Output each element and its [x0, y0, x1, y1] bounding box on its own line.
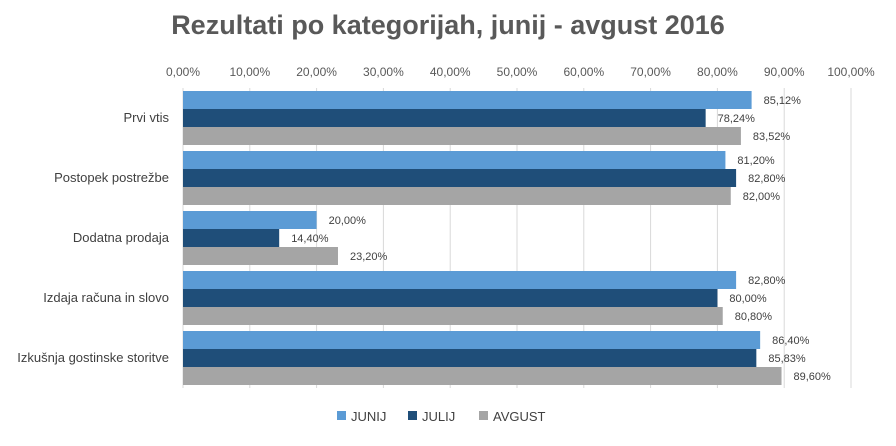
- x-tick-label: 40,00%: [430, 65, 471, 79]
- category-label: Izkušnja gostinske storitve: [17, 350, 169, 365]
- bar-julij: [183, 169, 737, 187]
- data-label: 20,00%: [329, 215, 367, 227]
- bar-julij: [183, 229, 280, 247]
- category-label: Postopek postrežbe: [54, 170, 169, 185]
- x-tick-label: 20,00%: [296, 65, 337, 79]
- data-label: 89,60%: [794, 371, 832, 383]
- bar-julij: [183, 289, 718, 307]
- x-axis-ticks: 0,00% 10,00% 20,00% 30,00% 40,00% 50,00% 60,00…: [166, 65, 875, 79]
- data-label: 78,24%: [718, 113, 756, 125]
- bar-junij: [183, 271, 737, 289]
- bar-avgust: [183, 367, 782, 385]
- chart-title: Rezultati po kategorijah, junij - avgust…: [171, 10, 725, 40]
- x-tick-label: 70,00%: [630, 65, 671, 79]
- data-label: 86,40%: [772, 335, 810, 347]
- bar-junij: [183, 151, 726, 169]
- legend: JUNIJ JULIJ AVGUST: [337, 409, 546, 424]
- legend-swatch: [408, 411, 417, 420]
- bar-julij: [183, 109, 706, 127]
- bars: 85,12% 78,24% 83,52% 81,20% 82,80% 82,00% 20,0…: [183, 91, 831, 385]
- bar-avgust: [183, 127, 741, 145]
- bar-avgust: [183, 307, 723, 325]
- data-label: 80,80%: [735, 311, 773, 323]
- x-tick-label: 30,00%: [363, 65, 404, 79]
- legend-item-julij: JULIJ: [422, 409, 455, 424]
- category-label: Prvi vtis: [124, 110, 170, 125]
- x-tick-label: 50,00%: [497, 65, 538, 79]
- category-label: Dodatna prodaja: [73, 230, 170, 245]
- x-tick-label: 80,00%: [697, 65, 738, 79]
- x-tick-label: 100,00%: [827, 65, 875, 79]
- bar-julij: [183, 349, 757, 367]
- data-label: 80,00%: [729, 293, 767, 305]
- legend-item-avgust: AVGUST: [493, 409, 546, 424]
- data-label: 81,20%: [737, 155, 775, 167]
- bar-junij: [183, 91, 752, 109]
- data-label: 82,00%: [743, 191, 781, 203]
- category-labels: Prvi vtis Postopek postrežbe Dodatna proda…: [17, 110, 169, 365]
- legend-item-junij: JUNIJ: [351, 409, 386, 424]
- x-tick-label: 90,00%: [764, 65, 805, 79]
- data-label: 82,80%: [748, 275, 786, 287]
- x-tick-label: 60,00%: [563, 65, 604, 79]
- x-tick-label: 0,00%: [166, 65, 200, 79]
- x-tick-label: 10,00%: [229, 65, 270, 79]
- data-label: 23,20%: [350, 251, 388, 263]
- bar-junij: [183, 211, 317, 229]
- category-label: Izdaja računa in slovo: [43, 290, 169, 305]
- data-label: 85,83%: [768, 353, 806, 365]
- bar-avgust: [183, 247, 338, 265]
- legend-swatch: [479, 411, 488, 420]
- bar-avgust: [183, 187, 731, 205]
- bar-junij: [183, 331, 761, 349]
- data-label: 85,12%: [764, 95, 802, 107]
- data-label: 14,40%: [291, 233, 329, 245]
- legend-swatch: [337, 411, 346, 420]
- data-label: 83,52%: [753, 131, 791, 143]
- data-label: 82,80%: [748, 173, 786, 185]
